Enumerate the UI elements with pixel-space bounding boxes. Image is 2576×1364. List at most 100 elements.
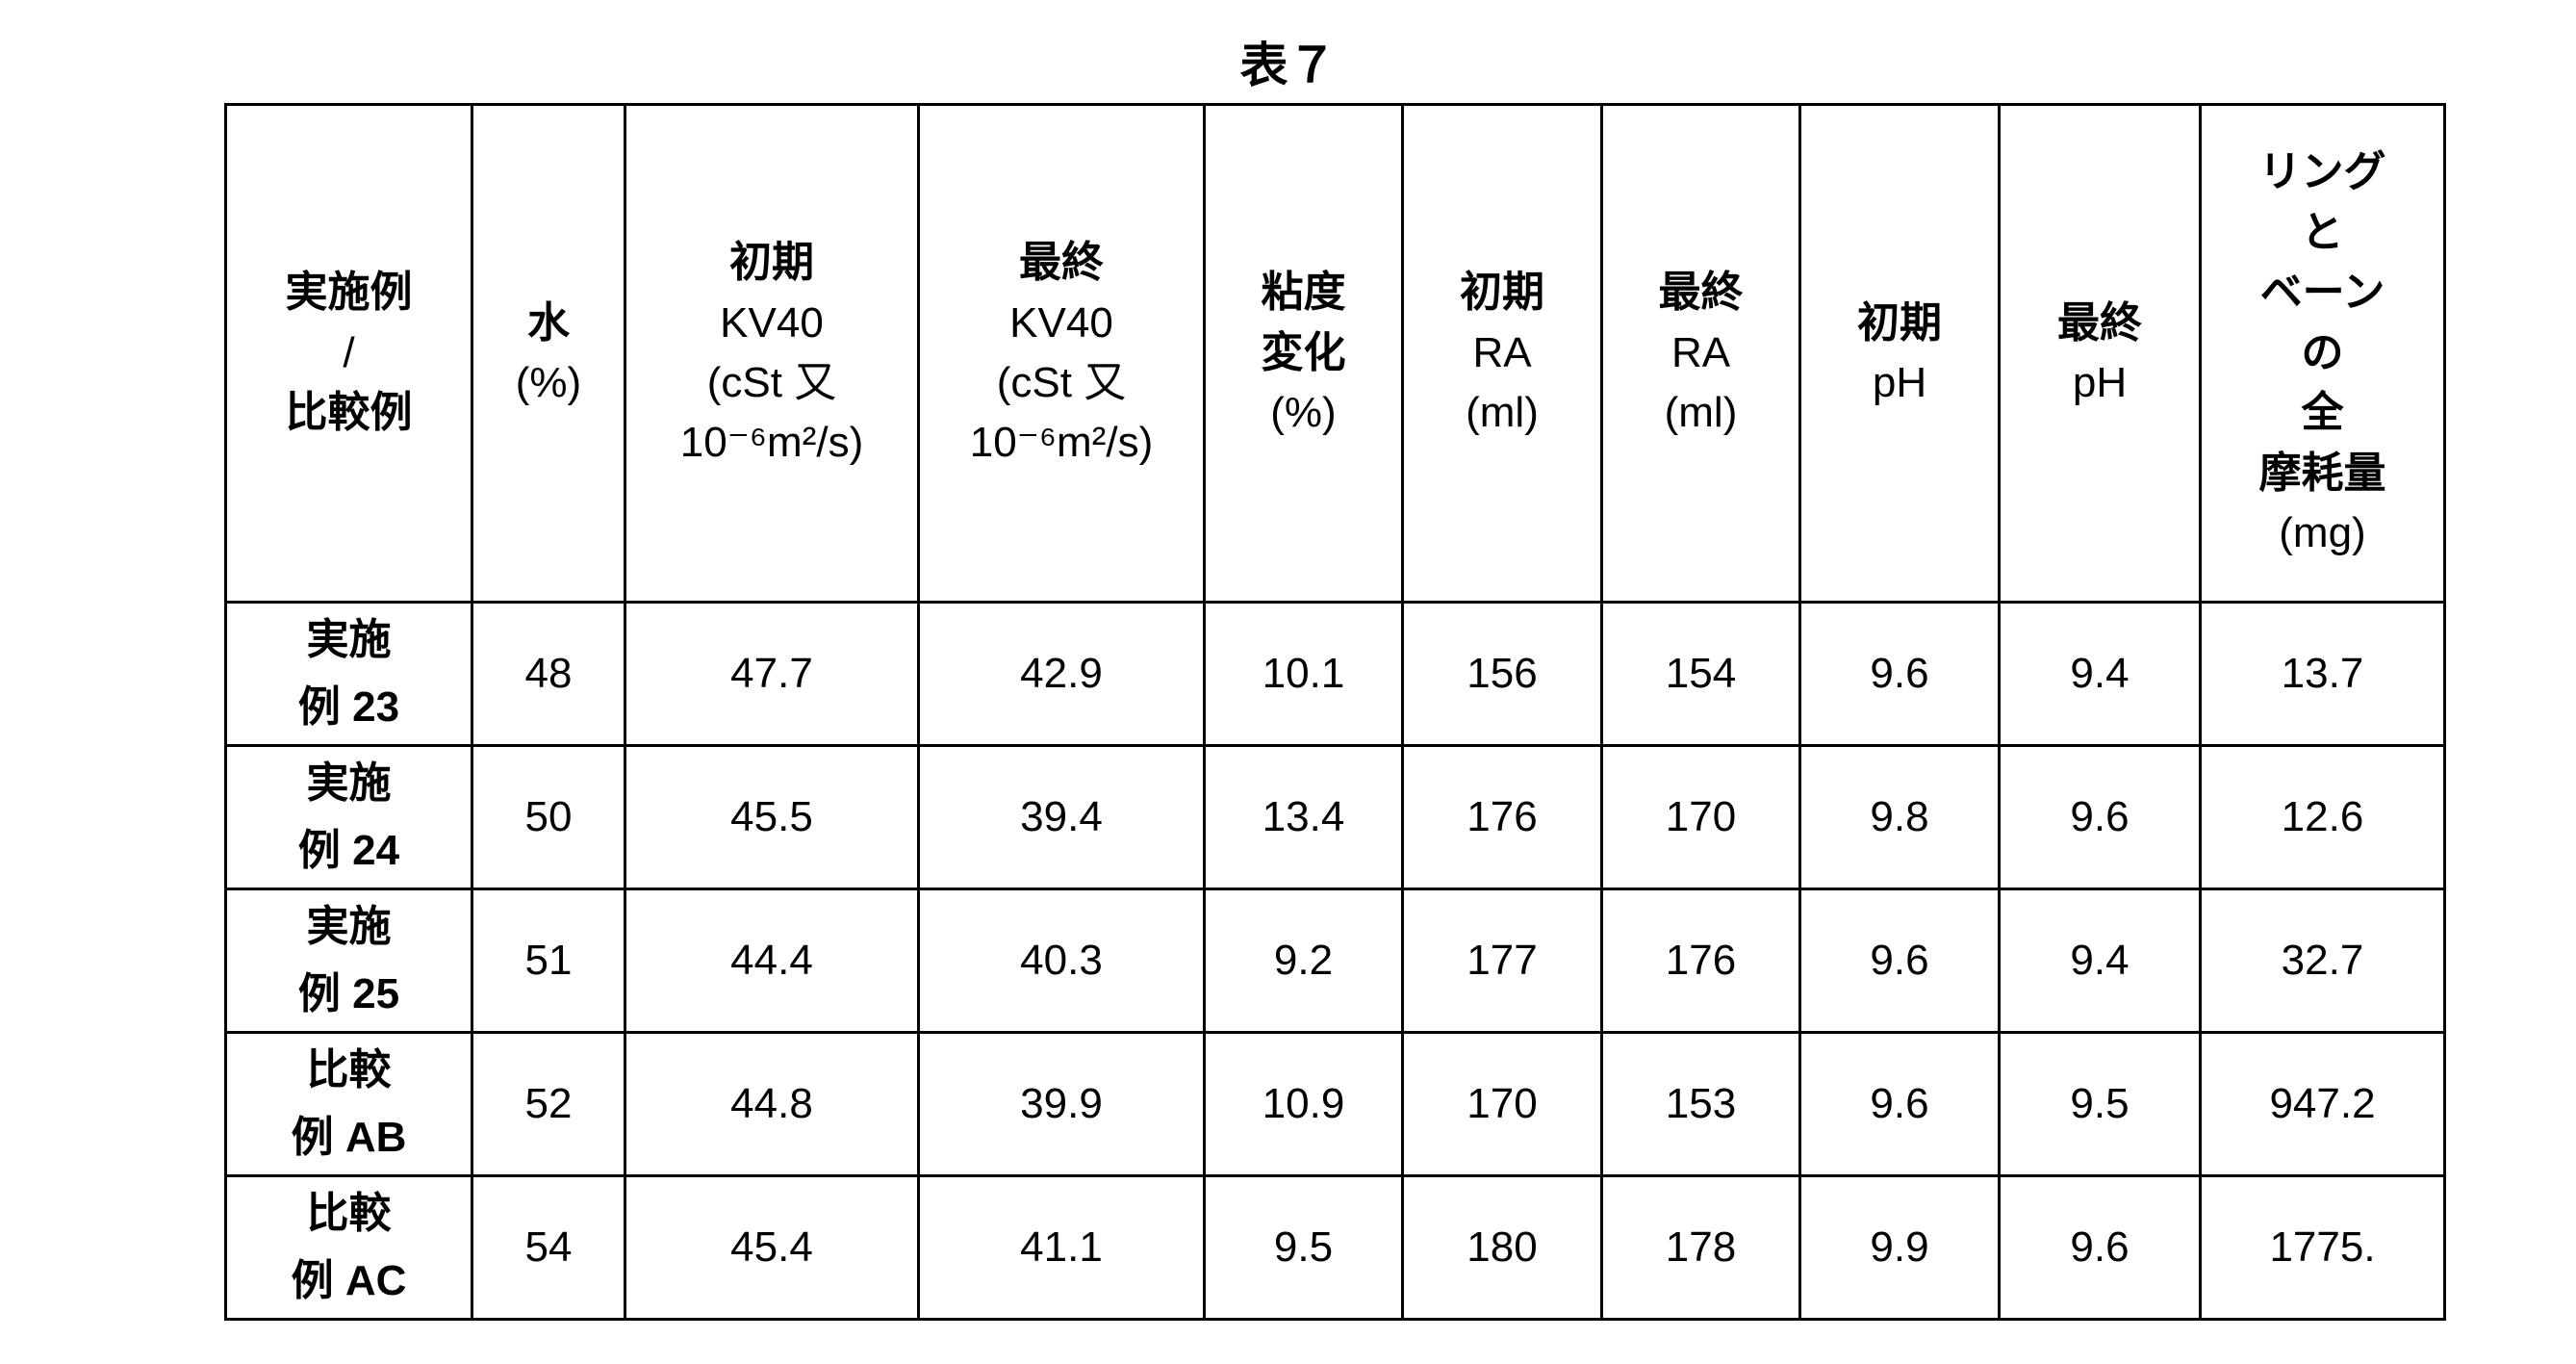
column-header: 最終RA(ml) [1602,105,1800,603]
column-header: 粘度変化(%) [1205,105,1403,603]
row-label-line: 例 25 [227,961,471,1028]
header-line: ベーン [2202,263,2443,322]
table-cell: 9.9 [1800,1176,2000,1320]
table-cell: 9.6 [1800,603,2000,746]
row-label: 実施例 25 [226,889,472,1033]
table-cell: 10.1 [1205,603,1403,746]
table-title: 表７ [0,27,2576,96]
row-label-line: 例 23 [227,674,471,741]
table-cell: 9.6 [2000,1176,2201,1320]
row-label-line: 例 24 [227,817,471,885]
table-cell: 40.3 [919,889,1205,1033]
table-cell: 9.2 [1205,889,1403,1033]
table-cell: 41.1 [919,1176,1205,1320]
row-label: 比較例 AC [226,1176,472,1320]
header-line: リング [2202,142,2443,202]
table-cell: 10.9 [1205,1033,1403,1176]
table-cell: 180 [1403,1176,1602,1320]
header-line: (%) [1206,383,1401,443]
header-line: (ml) [1404,383,1600,443]
column-header: 実施例/比較例 [226,105,472,603]
table-cell: 48 [472,603,625,746]
header-line: 実施例 [227,263,471,322]
table-cell: 154 [1602,603,1800,746]
column-header: 最終KV40(cSt 又10⁻⁶m²/s) [919,105,1205,603]
table-row: 実施例 255144.440.39.21771769.69.432.7 [226,889,2445,1033]
header-line: RA [1603,323,1798,383]
row-label-line: 例 AB [227,1104,471,1171]
table-cell: 9.6 [1800,889,2000,1033]
header-line: の [2202,323,2443,383]
table-cell: 45.5 [625,746,919,889]
table-cell: 156 [1403,603,1602,746]
table-cell: 45.4 [625,1176,919,1320]
table-cell: 44.8 [625,1033,919,1176]
column-header: リングとベーンの全摩耗量(mg) [2201,105,2445,603]
row-label: 実施例 24 [226,746,472,889]
table-row: 比較例 AB5244.839.910.91701539.69.5947.2 [226,1033,2445,1176]
column-header: 初期KV40(cSt 又10⁻⁶m²/s) [625,105,919,603]
header-line: 最終 [2001,294,2199,353]
table-cell: 9.4 [2000,889,2201,1033]
table-cell: 9.4 [2000,603,2201,746]
table-row: 実施例 234847.742.910.11561549.69.413.7 [226,603,2445,746]
table-cell: 47.7 [625,603,919,746]
row-label: 実施例 23 [226,603,472,746]
table-cell: 51 [472,889,625,1033]
header-line: 初期 [1801,294,1998,353]
table-cell: 39.9 [919,1033,1205,1176]
header-line: (cSt 又 [626,353,917,413]
table-cell: 50 [472,746,625,889]
table-cell: 170 [1403,1033,1602,1176]
header-line: 変化 [1206,323,1401,383]
header-line: 全 [2202,383,2443,443]
header-line: (%) [473,353,624,413]
column-header: 初期RA(ml) [1403,105,1602,603]
table-cell: 13.7 [2201,603,2445,746]
header-line: (cSt 又 [920,353,1203,413]
table-cell: 9.8 [1800,746,2000,889]
table-cell: 1775. [2201,1176,2445,1320]
header-line: 10⁻⁶m²/s) [920,413,1203,473]
table-cell: 178 [1602,1176,1800,1320]
column-header: 水(%) [472,105,625,603]
table-cell: 947.2 [2201,1033,2445,1176]
header-line: 初期 [1404,263,1600,322]
table-cell: 176 [1403,746,1602,889]
table-cell: 52 [472,1033,625,1176]
header-line: 摩耗量 [2202,444,2443,503]
table-cell: 170 [1602,746,1800,889]
table-cell: 177 [1403,889,1602,1033]
row-label-line: 実施 [227,893,471,961]
header-line: (ml) [1603,383,1798,443]
table-cell: 44.4 [625,889,919,1033]
table-cell: 42.9 [919,603,1205,746]
table-cell: 153 [1602,1033,1800,1176]
header-line: RA [1404,323,1600,383]
table-cell: 176 [1602,889,1800,1033]
header-row: 実施例/比較例水(%)初期KV40(cSt 又10⁻⁶m²/s)最終KV40(c… [226,105,2445,603]
table-cell: 9.6 [1800,1033,2000,1176]
row-label-line: 実施 [227,606,471,674]
header-line: と [2202,203,2443,263]
header-line: (mg) [2202,503,2443,563]
header-line: 最終 [920,233,1203,293]
header-line: 初期 [626,233,917,293]
row-label-line: 比較 [227,1180,471,1248]
table-cell: 13.4 [1205,746,1403,889]
column-header: 初期pH [1800,105,2000,603]
header-line: pH [1801,353,1998,413]
row-label: 比較例 AB [226,1033,472,1176]
table-cell: 9.6 [2000,746,2201,889]
row-label-line: 実施 [227,750,471,817]
table-row: 実施例 245045.539.413.41761709.89.612.6 [226,746,2445,889]
table-cell: 9.5 [2000,1033,2201,1176]
header-line: 比較例 [227,383,471,443]
table-cell: 39.4 [919,746,1205,889]
data-table: 実施例/比較例水(%)初期KV40(cSt 又10⁻⁶m²/s)最終KV40(c… [224,103,2446,1321]
header-line: 粘度 [1206,263,1401,322]
row-label-line: 例 AC [227,1248,471,1315]
table-cell: 9.5 [1205,1176,1403,1320]
header-line: KV40 [626,294,917,353]
row-label-line: 比較 [227,1037,471,1104]
